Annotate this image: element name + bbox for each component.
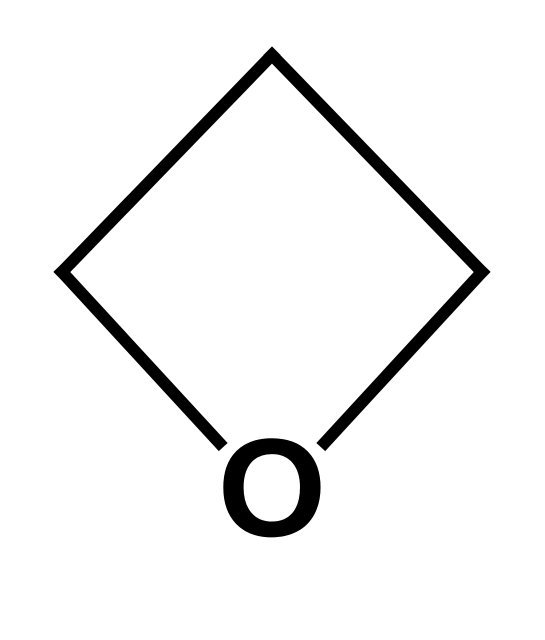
bond — [62, 272, 219, 443]
bond — [325, 272, 482, 443]
oxetane-structure: O — [0, 0, 545, 640]
bond — [272, 55, 482, 272]
bond — [62, 55, 272, 272]
oxygen-label: O — [218, 409, 327, 566]
